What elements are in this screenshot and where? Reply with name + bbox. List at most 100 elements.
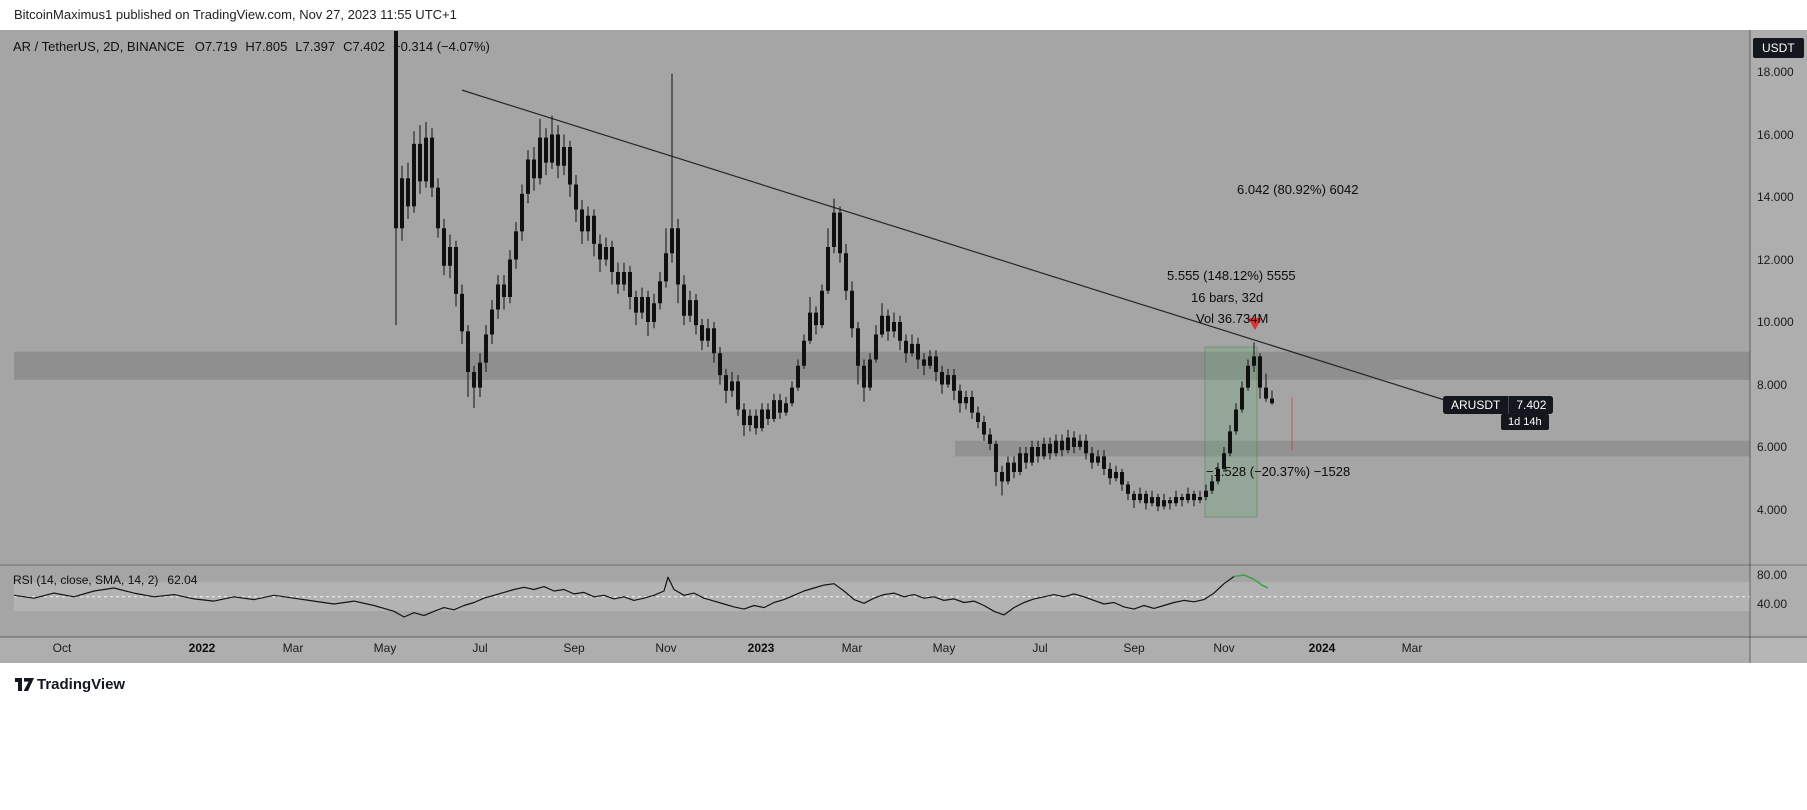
candle-body bbox=[1270, 398, 1274, 404]
sell-marker-icon bbox=[1248, 317, 1262, 330]
price-label-badge[interactable]: ARUSDT 7.402 bbox=[1443, 396, 1554, 414]
candle-body bbox=[1192, 493, 1196, 501]
candle-body bbox=[1162, 500, 1166, 507]
candle-body bbox=[898, 322, 902, 341]
candle-body bbox=[574, 184, 578, 210]
candle-body bbox=[1126, 484, 1130, 494]
ohlc-open: O7.719 bbox=[194, 39, 238, 54]
rsi-line bbox=[13, 576, 1235, 618]
symbol-legend[interactable]: AR / TetherUS, 2D, BINANCE O7.719 H7.805… bbox=[13, 39, 490, 54]
candle-body bbox=[1084, 440, 1088, 454]
candle-body bbox=[850, 290, 854, 329]
candle-body bbox=[1168, 500, 1172, 504]
candle-body bbox=[1216, 468, 1220, 482]
candle-body bbox=[892, 322, 896, 332]
rsi-value: 62.04 bbox=[167, 573, 198, 587]
time-axis-label: Nov bbox=[655, 641, 677, 655]
price-axis-label: 18.000 bbox=[1757, 65, 1794, 79]
price-axis-label: 12.000 bbox=[1757, 252, 1794, 267]
candle-body bbox=[1024, 453, 1028, 463]
candle-body bbox=[1204, 490, 1208, 497]
candle-body bbox=[1252, 356, 1256, 366]
footer-bar: TradingView bbox=[0, 663, 1807, 810]
candle-body bbox=[910, 343, 914, 354]
chart-canvas[interactable] bbox=[0, 30, 1807, 663]
time-axis-label: 2022 bbox=[188, 641, 216, 655]
candle-body bbox=[988, 434, 992, 444]
candle-body bbox=[778, 400, 782, 413]
tradingview-wordmark[interactable]: TradingView bbox=[37, 676, 126, 693]
candle-body bbox=[1120, 472, 1124, 485]
time-axis-label: Mar bbox=[841, 641, 863, 655]
candle-body bbox=[748, 415, 752, 426]
candle-body bbox=[664, 253, 668, 282]
candle-body bbox=[760, 409, 764, 429]
candle-body bbox=[652, 303, 656, 322]
price-axis-label: 8.000 bbox=[1757, 377, 1788, 392]
candle-body bbox=[1258, 356, 1262, 388]
price-axis-bg bbox=[1750, 30, 1807, 663]
measurement-label[interactable]: 5.555 (148.12%) 5555 bbox=[1167, 268, 1296, 283]
candle-body bbox=[874, 334, 878, 360]
measurement-label[interactable]: Vol 36.734M bbox=[1196, 311, 1269, 326]
ohlc-low: L7.397 bbox=[295, 39, 336, 54]
price-band-zone bbox=[955, 440, 1750, 457]
candle-body bbox=[964, 397, 968, 404]
tradingview-logo-icon[interactable] bbox=[14, 677, 36, 693]
candle-body bbox=[1240, 387, 1244, 410]
candle-body bbox=[568, 147, 572, 185]
candle-body bbox=[1012, 462, 1016, 472]
candle-body bbox=[1042, 443, 1046, 457]
rsi-axis-label: 80.00 bbox=[1757, 568, 1788, 582]
candle-body bbox=[496, 284, 500, 310]
candle-body bbox=[1150, 497, 1154, 504]
price-axis-label: 6.000 bbox=[1757, 440, 1788, 454]
measurement-label[interactable]: 6.042 (80.92%) 6042 bbox=[1237, 182, 1359, 197]
time-axis-label: 2023 bbox=[747, 641, 775, 655]
candle-body bbox=[1186, 493, 1190, 501]
candle-body bbox=[766, 409, 770, 419]
measurement-label[interactable]: 16 bars, 32d bbox=[1191, 290, 1264, 305]
candle-body bbox=[622, 272, 626, 285]
chart-area[interactable]: AR / TetherUS, 2D, BINANCE O7.719 H7.805… bbox=[0, 30, 1807, 663]
candle-body bbox=[706, 328, 710, 341]
candle-body bbox=[742, 409, 746, 426]
candle-body bbox=[406, 178, 410, 207]
time-axis-label: May bbox=[373, 641, 397, 655]
measurement-label[interactable]: −1.528 (−20.37%) −1528 bbox=[1206, 464, 1351, 479]
candle-body bbox=[472, 372, 476, 388]
price-axis-label: 4.000 bbox=[1757, 502, 1788, 517]
candle-body bbox=[604, 247, 608, 260]
candle-body bbox=[412, 143, 416, 207]
candle-body bbox=[628, 272, 632, 297]
time-axis-label: Mar bbox=[1401, 641, 1423, 655]
candle-body bbox=[796, 365, 800, 388]
candle-body bbox=[1066, 437, 1070, 451]
candle-body bbox=[724, 375, 728, 391]
time-axis-bg bbox=[0, 637, 1807, 663]
candle-body bbox=[1222, 453, 1226, 469]
candle-body bbox=[976, 412, 980, 422]
candle-body bbox=[1210, 481, 1214, 491]
candle-body bbox=[538, 137, 542, 179]
attribution-text: BitcoinMaximus1 published on TradingView… bbox=[14, 7, 457, 22]
candle-body bbox=[1054, 440, 1058, 454]
candle-body bbox=[730, 381, 734, 391]
candle-body bbox=[1060, 440, 1064, 451]
candle-body bbox=[1132, 493, 1136, 501]
attribution-bar: BitcoinMaximus1 published on TradingView… bbox=[0, 0, 1807, 30]
candle-body bbox=[670, 228, 674, 254]
rsi-axis-label: 40.00 bbox=[1757, 597, 1788, 611]
candle-body bbox=[994, 443, 998, 472]
candle-body bbox=[454, 247, 458, 294]
candle-body bbox=[676, 228, 680, 285]
candle-body bbox=[418, 143, 422, 182]
candle-body bbox=[934, 356, 938, 372]
price-axis-label: 14.000 bbox=[1757, 190, 1794, 204]
rsi-legend[interactable]: RSI (14, close, SMA, 14, 2) 62.04 bbox=[13, 573, 197, 587]
currency-badge[interactable]: USDT bbox=[1753, 38, 1804, 58]
candle-body bbox=[790, 387, 794, 404]
candle-body bbox=[712, 328, 716, 354]
symbol-title: AR / TetherUS, 2D, BINANCE bbox=[13, 39, 185, 54]
candle-body bbox=[1096, 456, 1100, 463]
